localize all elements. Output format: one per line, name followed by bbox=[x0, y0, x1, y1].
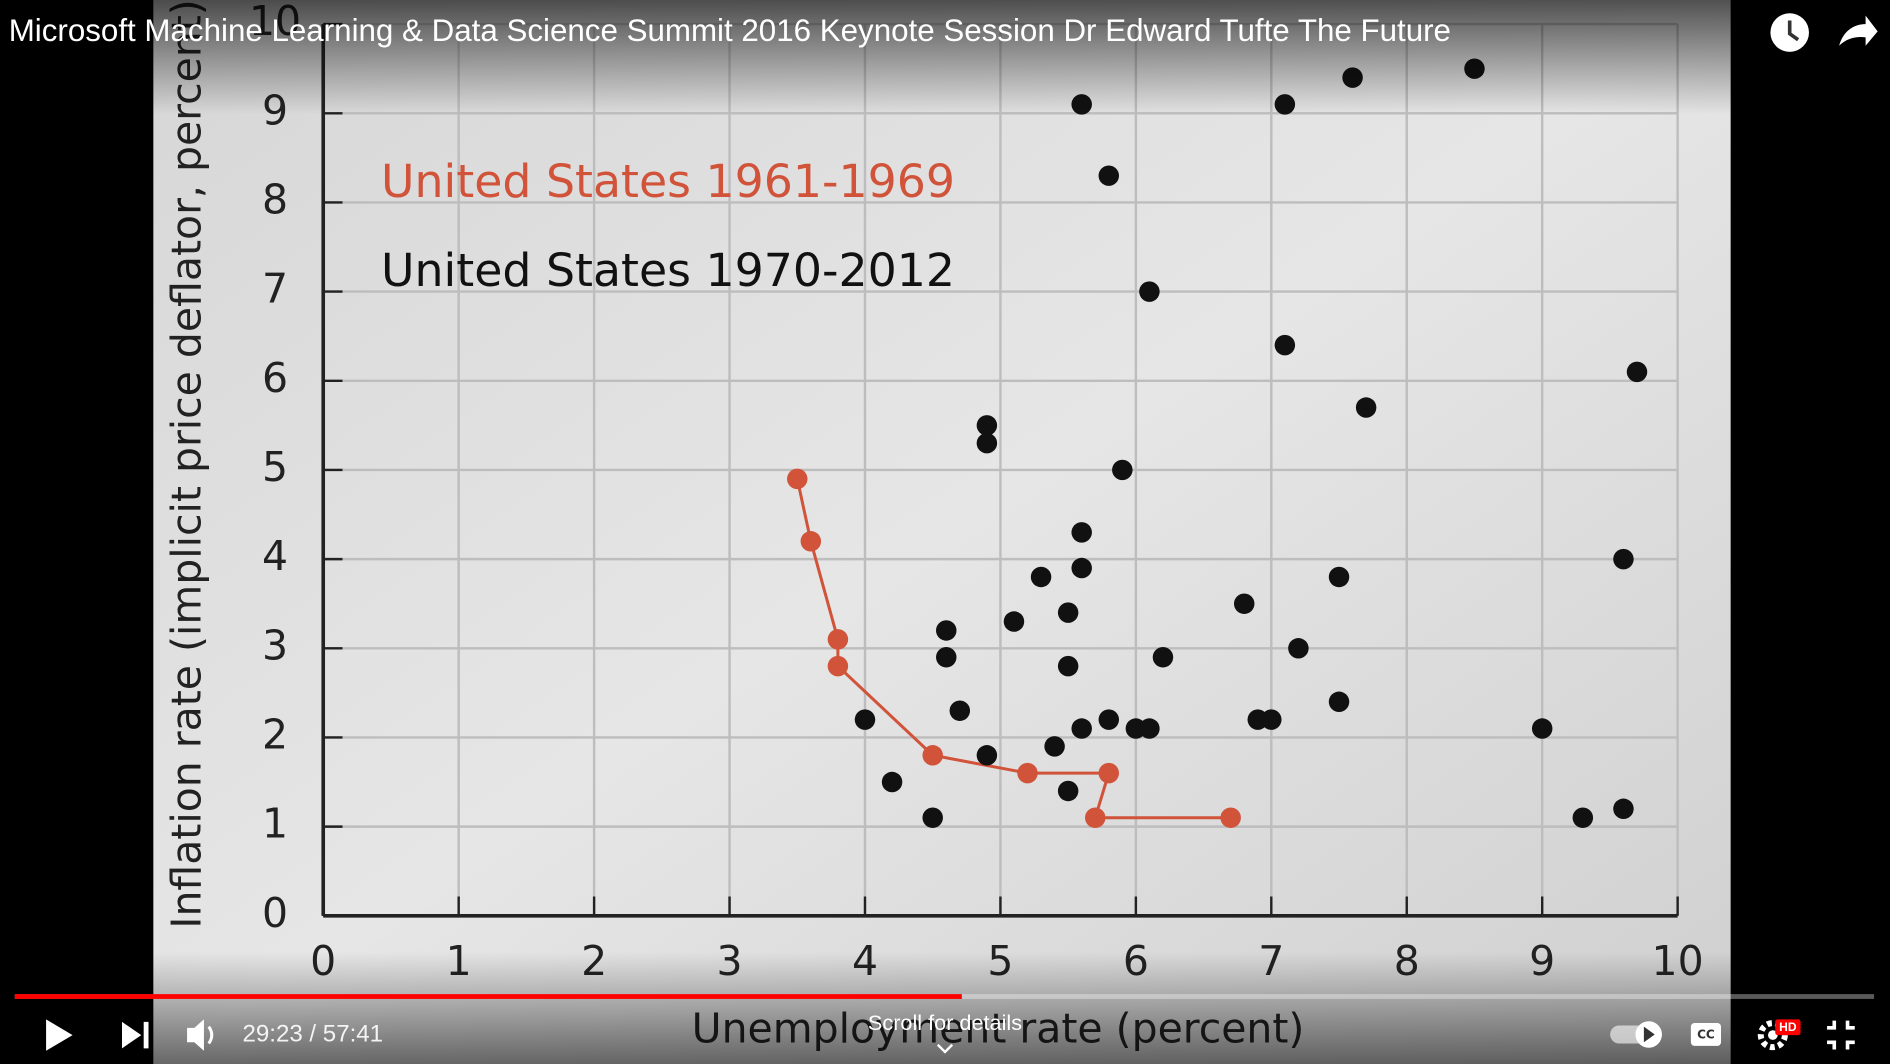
y-tick-label: 3 bbox=[262, 621, 288, 669]
data-point bbox=[936, 620, 957, 641]
scroll-chevron[interactable] bbox=[936, 1043, 954, 1054]
top-overlay bbox=[0, 0, 1890, 115]
data-point bbox=[827, 655, 849, 677]
autoplay-toggle[interactable] bbox=[1610, 1021, 1662, 1048]
data-point bbox=[881, 771, 903, 793]
data-point bbox=[1572, 807, 1594, 828]
data-point bbox=[1531, 718, 1553, 739]
data-point bbox=[800, 531, 822, 552]
share-button[interactable] bbox=[1839, 15, 1878, 46]
data-point bbox=[949, 700, 971, 721]
data-point bbox=[1071, 718, 1092, 739]
data-point bbox=[1071, 522, 1092, 543]
data-point bbox=[1098, 165, 1120, 186]
data-point bbox=[1112, 459, 1133, 481]
data-point bbox=[1328, 691, 1350, 713]
data-point bbox=[1057, 655, 1079, 677]
data-point bbox=[1139, 718, 1160, 739]
time-display: 29:23 / 57:41 bbox=[242, 1020, 383, 1047]
data-point bbox=[1288, 638, 1309, 659]
data-point bbox=[1057, 780, 1079, 802]
next-button[interactable] bbox=[121, 1021, 149, 1049]
bottom-overlay bbox=[0, 951, 1890, 1064]
progress-played[interactable] bbox=[14, 994, 962, 999]
data-point bbox=[1098, 762, 1120, 784]
legend-label: United States 1961-1969 bbox=[381, 155, 955, 208]
data-point bbox=[1261, 709, 1282, 730]
data-point bbox=[976, 432, 998, 454]
data-point bbox=[922, 745, 943, 766]
data-point bbox=[854, 709, 876, 730]
y-axis-label: Inflation rate (implicit price deflator,… bbox=[162, 0, 210, 929]
video-frame bbox=[153, 0, 1731, 1064]
y-tick-label: 1 bbox=[262, 800, 288, 848]
data-point bbox=[1152, 646, 1174, 668]
data-point bbox=[1613, 798, 1634, 820]
y-tick-label: 7 bbox=[262, 265, 288, 313]
data-point bbox=[922, 807, 943, 828]
video-title: Microsoft Machine Learning & Data Scienc… bbox=[9, 13, 1451, 48]
data-point bbox=[1044, 736, 1065, 757]
y-tick-label: 2 bbox=[262, 710, 288, 758]
svg-text:CC: CC bbox=[1697, 1028, 1715, 1042]
data-point bbox=[1017, 762, 1038, 784]
play-button[interactable] bbox=[46, 1019, 73, 1051]
fullscreen-button[interactable] bbox=[1827, 1020, 1855, 1050]
data-point bbox=[1233, 593, 1255, 614]
legend-label: United States 1970-2012 bbox=[381, 244, 955, 297]
data-point bbox=[1274, 334, 1296, 356]
y-tick-label: 5 bbox=[262, 443, 288, 491]
y-tick-label: 6 bbox=[262, 354, 288, 402]
data-point bbox=[1030, 566, 1052, 588]
scroll-hint[interactable]: Scroll for details bbox=[868, 1010, 1022, 1035]
data-point bbox=[1613, 548, 1634, 570]
data-point bbox=[936, 646, 957, 668]
data-point bbox=[787, 468, 808, 490]
y-tick-label: 8 bbox=[262, 175, 288, 223]
data-point bbox=[1328, 566, 1350, 588]
captions-button[interactable]: CC bbox=[1690, 1023, 1722, 1046]
settings-button[interactable]: HD bbox=[1757, 1019, 1801, 1051]
watch-later-button[interactable] bbox=[1770, 13, 1809, 52]
data-point bbox=[976, 415, 998, 436]
hd-badge: HD bbox=[1779, 1020, 1797, 1034]
data-point bbox=[1057, 602, 1079, 623]
y-tick-label: 0 bbox=[262, 889, 288, 937]
data-point bbox=[827, 629, 849, 650]
data-point bbox=[1220, 807, 1241, 828]
data-point bbox=[1355, 397, 1377, 418]
data-point bbox=[1626, 361, 1648, 383]
volume-button[interactable] bbox=[187, 1019, 214, 1051]
data-point bbox=[1071, 557, 1092, 579]
data-point bbox=[1098, 709, 1120, 730]
data-point bbox=[1084, 807, 1106, 828]
data-point bbox=[976, 745, 998, 766]
data-point bbox=[1139, 281, 1160, 302]
y-tick-label: 4 bbox=[262, 532, 288, 580]
data-point bbox=[1003, 611, 1025, 632]
